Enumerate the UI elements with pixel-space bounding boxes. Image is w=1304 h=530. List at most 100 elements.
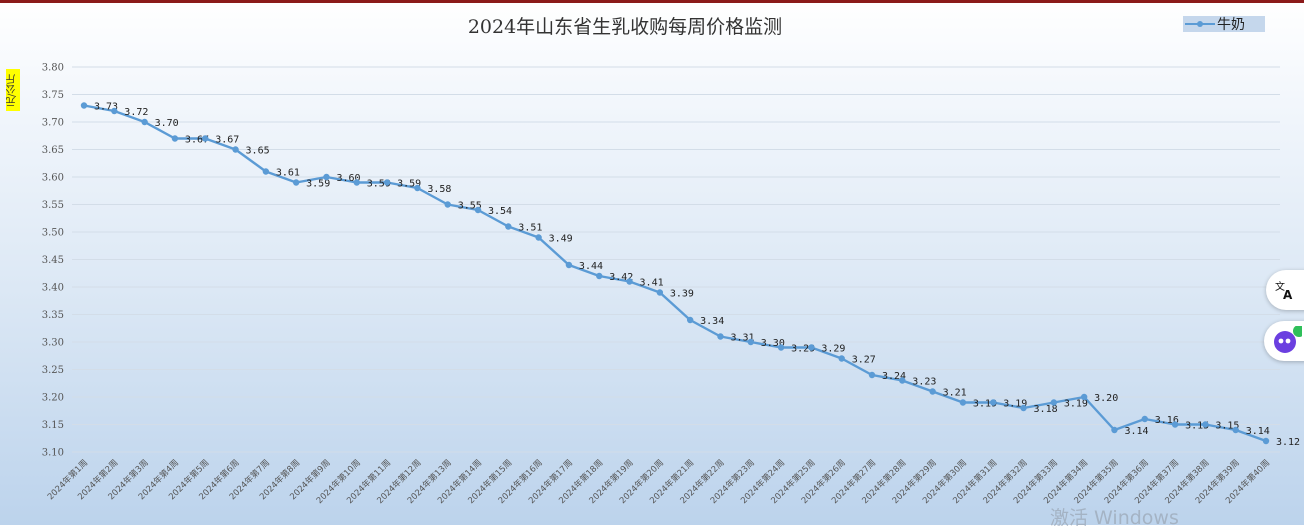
data-point xyxy=(1141,415,1148,423)
data-point xyxy=(565,261,573,269)
data-point xyxy=(808,344,815,351)
data-point xyxy=(1111,426,1118,434)
data-label: 3.12 xyxy=(1276,437,1300,448)
data-label: 3.59 xyxy=(306,179,330,190)
windows-activation-watermark: 激活 Windows xyxy=(1050,507,1179,529)
data-label: 3.73 xyxy=(94,102,118,113)
data-point xyxy=(929,388,936,395)
y-tick-label: 3.45 xyxy=(42,255,64,266)
assistant-button[interactable] xyxy=(1264,321,1304,361)
data-label: 3.61 xyxy=(276,168,300,179)
data-point xyxy=(959,399,967,406)
data-point xyxy=(1171,421,1179,428)
data-label: 3.24 xyxy=(882,371,906,382)
data-label: 3.49 xyxy=(549,234,573,245)
data-point xyxy=(717,333,724,340)
data-point xyxy=(1080,393,1088,401)
data-point xyxy=(383,179,391,186)
data-label: 3.16 xyxy=(1155,415,1179,426)
data-label: 3.70 xyxy=(155,118,179,129)
data-label: 3.31 xyxy=(730,333,754,344)
data-point xyxy=(1262,437,1270,445)
data-label: 3.59 xyxy=(367,179,391,190)
y-tick-label: 3.50 xyxy=(42,228,64,239)
data-label: 3.54 xyxy=(488,206,512,217)
data-point xyxy=(1050,399,1058,406)
data-point xyxy=(232,146,239,153)
data-point xyxy=(353,179,360,186)
y-tick-label: 3.40 xyxy=(42,283,64,294)
data-label: 3.67 xyxy=(215,135,239,146)
data-point xyxy=(292,179,300,186)
data-label: 3.23 xyxy=(912,377,936,388)
data-point xyxy=(1232,426,1239,434)
data-label: 3.30 xyxy=(761,338,785,349)
data-label: 3.19 xyxy=(1064,399,1088,410)
y-tick-label: 3.70 xyxy=(42,118,64,129)
data-point xyxy=(202,135,209,142)
y-tick-label: 3.80 xyxy=(42,63,64,74)
translate-icon: 文 A xyxy=(1275,280,1293,301)
data-point xyxy=(990,399,997,406)
y-tick-label: 3.25 xyxy=(42,365,64,376)
data-point xyxy=(1020,404,1027,412)
window-top-border xyxy=(0,0,1304,3)
y-tick-label: 3.60 xyxy=(42,173,64,184)
data-label: 3.19 xyxy=(973,399,997,410)
data-point xyxy=(141,118,148,126)
data-label: 3.29 xyxy=(821,344,845,355)
data-point xyxy=(596,272,603,280)
data-label: 3.67 xyxy=(185,135,209,146)
data-label: 3.39 xyxy=(670,289,694,300)
data-label: 3.60 xyxy=(336,173,360,184)
data-label: 3.58 xyxy=(427,184,451,195)
data-point xyxy=(414,184,421,192)
data-point xyxy=(323,173,330,181)
data-label: 3.15 xyxy=(1185,421,1209,432)
data-label: 3.42 xyxy=(609,272,633,283)
data-label: 3.20 xyxy=(1094,393,1118,404)
chart-title: 2024年山东省生乳收购每周价格监测 xyxy=(467,16,783,38)
translate-button[interactable]: 文 A xyxy=(1266,270,1304,310)
data-point xyxy=(262,168,270,175)
data-label: 3.18 xyxy=(1034,404,1058,415)
legend-label-milk: 牛奶 xyxy=(1217,17,1245,33)
series-line-milk xyxy=(83,104,1267,443)
data-label: 3.51 xyxy=(518,223,542,234)
data-point xyxy=(868,371,876,379)
data-label: 3.44 xyxy=(579,261,603,272)
data-label: 3.14 xyxy=(1124,426,1148,437)
svg-text:A: A xyxy=(1283,288,1293,301)
data-point xyxy=(80,102,88,109)
data-label: 3.34 xyxy=(700,316,724,327)
data-point xyxy=(626,278,633,285)
data-point xyxy=(444,201,451,208)
data-label: 3.15 xyxy=(1215,421,1239,432)
data-point xyxy=(777,344,785,351)
y-tick-label: 3.75 xyxy=(42,90,64,101)
data-point xyxy=(1202,421,1209,428)
data-label: 3.21 xyxy=(943,388,967,399)
y-tick-label: 3.55 xyxy=(42,200,64,211)
y-tick-label: 3.30 xyxy=(42,338,64,349)
y-tick-label: 3.20 xyxy=(42,393,64,404)
y-tick-label: 3.15 xyxy=(42,420,64,431)
data-label: 3.29 xyxy=(791,344,815,355)
data-label: 3.59 xyxy=(397,179,421,190)
data-point xyxy=(535,234,542,241)
data-point xyxy=(686,316,694,324)
legend: 牛奶 xyxy=(1183,16,1265,33)
data-point xyxy=(747,338,754,346)
data-point xyxy=(899,377,906,384)
svg-text:文: 文 xyxy=(1275,280,1285,293)
y-tick-label: 3.65 xyxy=(42,145,64,156)
data-label: 3.41 xyxy=(640,278,664,289)
data-label: 3.19 xyxy=(1003,399,1027,410)
data-point xyxy=(171,135,179,142)
data-label: 3.55 xyxy=(458,201,482,212)
data-label: 3.14 xyxy=(1246,426,1270,437)
y-tick-label: 3.35 xyxy=(42,310,64,321)
data-label: 3.27 xyxy=(852,355,876,366)
data-point xyxy=(656,289,664,296)
